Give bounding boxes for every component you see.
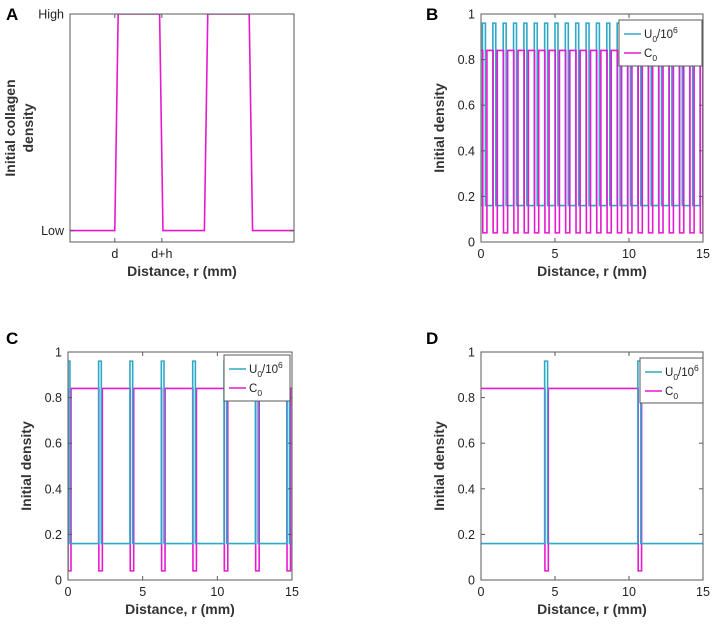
x-tick-label: 0: [478, 247, 485, 261]
legend: U0/106 C0: [618, 19, 703, 67]
legend: U0/106 C0: [639, 357, 704, 404]
series-line-u0: [68, 360, 292, 545]
y-tick-label: 0: [468, 236, 475, 250]
y-axis-label: Initial collagen: [2, 79, 18, 176]
y-axis-label: Initial density: [18, 421, 34, 511]
y-axis-label: Initial density: [431, 421, 447, 511]
panel-letter: A: [6, 5, 18, 24]
y-tick-label: 0.6: [458, 437, 475, 451]
x-tick-label: d: [111, 247, 118, 261]
y-axis-label: Initial density: [431, 83, 447, 173]
x-tick-label: 0: [65, 585, 72, 599]
x-axis-label: Distance, r (mm): [127, 263, 237, 279]
x-tick-label: 0: [478, 585, 485, 599]
panel-d: D 0 5 10 15 0 0.2 0.4 0.6 0.8 1 Distance, r (mm) Ini…: [426, 329, 710, 617]
legend-box: [618, 19, 703, 67]
legend-label-c: C0: [665, 386, 678, 401]
axes-box: [69, 13, 295, 243]
legend-label-u: U0/106: [644, 25, 678, 44]
axes-box: [480, 13, 704, 243]
y-tick-label: 0.2: [458, 528, 475, 542]
y-tick-label: High: [38, 8, 64, 22]
legend-label-u: U0/106: [665, 363, 699, 382]
x-tick-label: d+h: [151, 247, 172, 261]
y-tick-label: 1: [55, 346, 62, 360]
axes-box: [67, 351, 293, 581]
panel-letter: C: [6, 329, 18, 348]
y-tick-label: 0.4: [458, 144, 475, 158]
panel-letter: B: [426, 5, 438, 24]
y-tick-label: 0: [55, 574, 62, 588]
y-tick-label: 0.2: [45, 528, 62, 542]
series-line-u0: [481, 360, 703, 545]
y-tick-label: 0: [468, 574, 475, 588]
x-axis-label: Distance, r (mm): [537, 601, 647, 617]
y-tick-label: 0.2: [458, 190, 475, 204]
y-tick-label: 0.6: [458, 99, 475, 113]
legend-box: [223, 354, 291, 402]
x-tick-label: 15: [285, 585, 299, 599]
y-tick-label: 0.4: [45, 482, 62, 496]
y-tick-label: 0.8: [458, 53, 475, 67]
y-tick-label: 0.6: [45, 437, 62, 451]
x-tick-label: 10: [622, 247, 636, 261]
y-tick-label: 0.8: [458, 391, 475, 405]
axes-box: [480, 351, 704, 581]
legend-label-c: C0: [644, 48, 657, 63]
y-tick-label: 0.8: [45, 391, 62, 405]
panel-letter: D: [426, 329, 438, 348]
panel-b: B 0 5 10 15 0 0.2 0.4 0.6 0.8 1 Distance, r (mm) Ini…: [426, 5, 710, 279]
y-tick-label: Low: [41, 224, 65, 238]
x-tick-label: 5: [552, 247, 559, 261]
y-axis-label: density: [20, 103, 36, 152]
y-tick-label: 1: [468, 8, 475, 22]
legend-label-c: C0: [249, 383, 262, 398]
panel-a: Ad d+h Low High Distance, r (mm) Initial coll…: [2, 5, 295, 279]
x-tick-label: 5: [139, 585, 146, 599]
x-tick-label: 15: [696, 585, 710, 599]
x-tick-label: 15: [696, 247, 710, 261]
legend-label-u: U0/106: [249, 360, 283, 379]
x-tick-label: 5: [552, 585, 559, 599]
series-line-c0: [481, 49, 703, 234]
x-tick-label: 10: [622, 585, 636, 599]
legend-box: [639, 357, 704, 404]
series-line-collagen: [70, 14, 294, 232]
legend: U0/106 C0: [223, 354, 291, 402]
x-tick-label: 10: [210, 585, 224, 599]
y-tick-label: 0.4: [458, 482, 475, 496]
x-axis-label: Distance, r (mm): [125, 601, 235, 617]
y-tick-label: 1: [468, 346, 475, 360]
x-axis-label: Distance, r (mm): [537, 263, 647, 279]
